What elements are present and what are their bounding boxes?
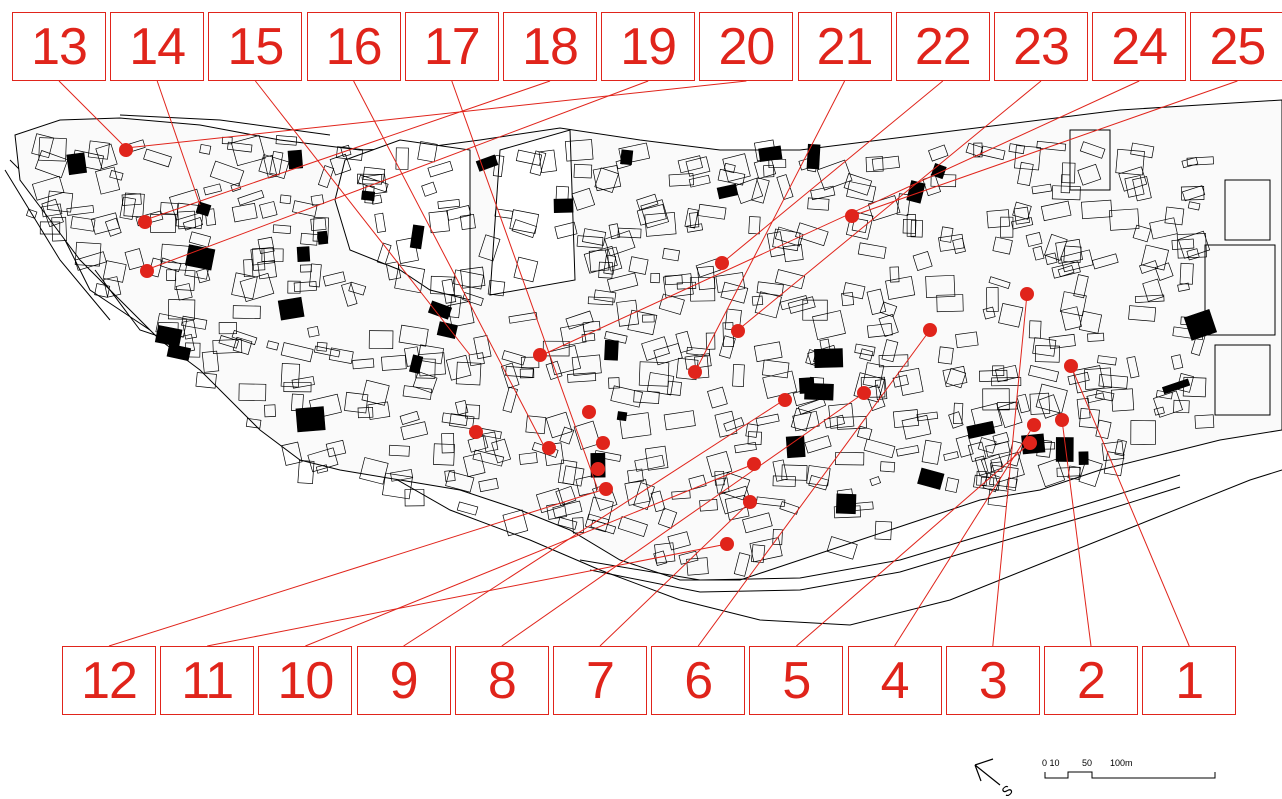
survey-points: [119, 143, 1078, 551]
bottom-label-10: 10: [258, 646, 353, 715]
top-label-17: 17: [404, 12, 499, 81]
survey-point: [1064, 359, 1078, 373]
leader-line-10: [305, 463, 755, 647]
leader-line-21: [694, 80, 846, 373]
leader-line-3: [992, 293, 1028, 647]
bottom-label-9: 9: [356, 646, 451, 715]
survey-point: [715, 256, 729, 270]
survey-point: [1055, 413, 1069, 427]
bottom-label-11: 11: [160, 646, 255, 715]
survey-point: [857, 386, 871, 400]
leader-line-17: [451, 80, 599, 491]
top-label-20: 20: [699, 12, 794, 81]
bottom-label-3: 3: [945, 646, 1040, 715]
leader-line-6: [697, 329, 931, 647]
survey-point: [596, 436, 610, 450]
leader-line-1: [1070, 365, 1190, 647]
bottom-label-1: 1: [1142, 646, 1237, 715]
survey-point: [591, 462, 605, 476]
leader-line-20: [125, 80, 747, 149]
scale-tick-0: 0 10: [1042, 758, 1060, 768]
survey-point: [1020, 287, 1034, 301]
top-label-18: 18: [503, 12, 597, 81]
survey-point: [747, 457, 761, 471]
top-label-23: 23: [994, 12, 1088, 81]
survey-point: [119, 143, 133, 157]
leader-line-5: [796, 442, 1031, 647]
survey-point: [1023, 436, 1037, 450]
leader-line-15: [255, 80, 471, 356]
leader-line-16: [353, 80, 546, 449]
leader-line-23: [737, 80, 1042, 331]
scale-bar: [1044, 771, 1216, 779]
garden-blocks: [1069, 129, 1276, 416]
survey-point: [533, 348, 547, 362]
top-label-22: 22: [895, 12, 990, 81]
survey-point: [720, 537, 734, 551]
bottom-label-12: 12: [62, 646, 156, 715]
town-outline: [14, 99, 1282, 581]
survey-point: [138, 215, 152, 229]
survey-point: [1027, 418, 1041, 432]
survey-point: [731, 324, 745, 338]
quays: [4, 114, 1181, 593]
top-label-15: 15: [208, 12, 303, 81]
survey-point: [845, 209, 859, 223]
bottom-label-5: 5: [749, 646, 844, 715]
leader-line-9: [403, 399, 785, 647]
survey-point: [599, 482, 613, 496]
top-label-14: 14: [110, 12, 205, 81]
leader-line-7: [599, 501, 751, 647]
top-label-19: 19: [601, 12, 696, 81]
bottom-label-6: 6: [651, 646, 746, 715]
survey-point: [140, 264, 154, 278]
north-arrow-icon: [974, 758, 1001, 786]
leader-line-13: [58, 80, 127, 149]
leader-line-18: [144, 80, 551, 221]
top-label-25: 25: [1190, 12, 1282, 81]
scale-tick-100: 100m: [1110, 758, 1133, 768]
top-label-13: 13: [12, 12, 106, 81]
bottom-label-2: 2: [1044, 646, 1138, 715]
top-label-21: 21: [797, 12, 892, 81]
leader-line-14: [156, 80, 201, 206]
leader-line-8: [501, 392, 865, 647]
survey-point: [469, 425, 483, 439]
survey-point: [582, 405, 596, 419]
top-label-24: 24: [1092, 12, 1187, 81]
bottom-label-8: 8: [454, 646, 549, 715]
leader-line-11: [207, 543, 728, 647]
leader-line-22: [721, 80, 944, 264]
survey-point: [923, 323, 937, 337]
top-label-16: 16: [306, 12, 401, 81]
leader-lines: [58, 80, 1238, 647]
leader-line-2: [1061, 419, 1092, 647]
survey-point: [688, 365, 702, 379]
scale-tick-50: 50: [1082, 758, 1093, 768]
bottom-label-4: 4: [847, 646, 942, 715]
leader-line-19: [145, 80, 649, 271]
leader-line-25: [851, 80, 1238, 217]
survey-point: [778, 393, 792, 407]
north-label: S: [998, 782, 1015, 799]
survey-point: [542, 441, 556, 455]
leader-line-12: [108, 488, 606, 647]
bottom-label-7: 7: [553, 646, 647, 715]
leader-line-24: [539, 80, 1140, 357]
survey-point: [743, 495, 757, 509]
